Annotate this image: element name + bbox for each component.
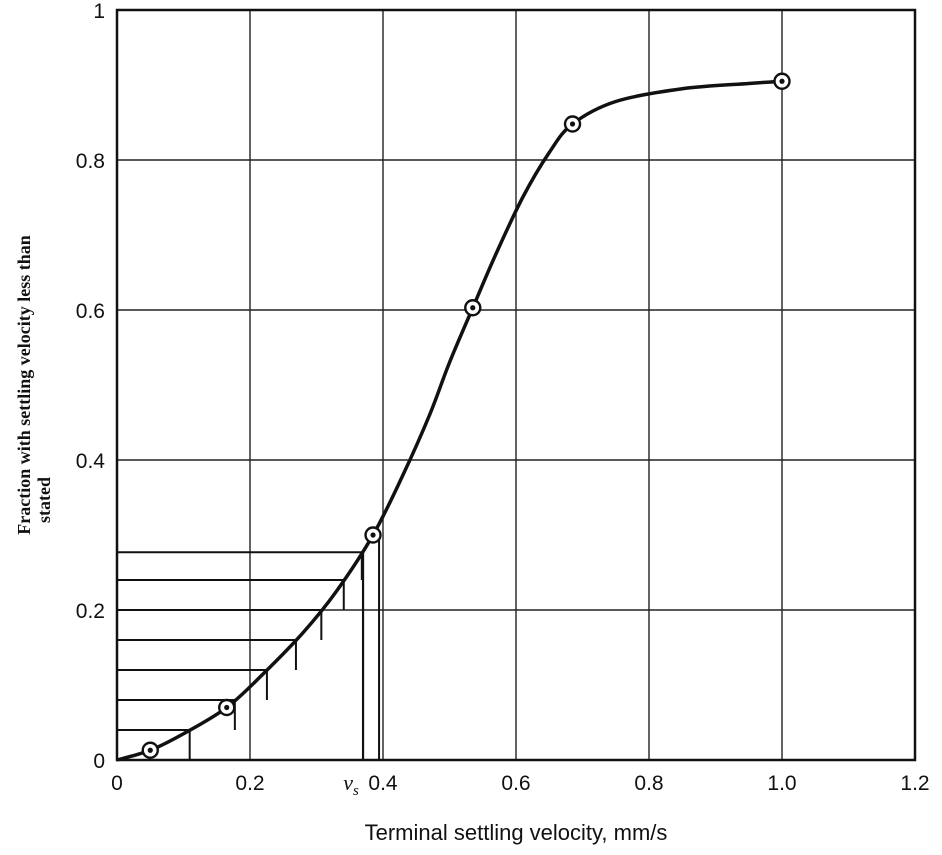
data-point-dot <box>147 747 153 753</box>
vs-label-subscript: s <box>353 783 359 799</box>
x-tick-label: 1.2 <box>900 772 929 795</box>
x-tick-label: 0.8 <box>634 772 663 795</box>
y-tick-label: 0.2 <box>76 600 105 623</box>
x-tick-label: 0.6 <box>501 772 530 795</box>
data-point <box>364 526 382 544</box>
x-tick-label: 1.0 <box>767 772 796 795</box>
vs-marker-lines <box>361 535 381 760</box>
cumulative-curve <box>116 79 783 762</box>
data-point <box>563 115 582 133</box>
data-point-dot <box>470 305 476 311</box>
x-tick-labels: 0 0.2 0.4 0.6 0.8 1.0 1.2 <box>111 772 929 795</box>
data-point <box>141 741 159 759</box>
data-point-dot <box>779 78 785 84</box>
y-tick-label: 0.6 <box>76 300 105 323</box>
y-tick-label: 0.4 <box>76 450 106 473</box>
y-axis-label-line2: stated <box>34 477 54 523</box>
y-tick-label: 0.8 <box>76 150 105 173</box>
data-point <box>464 299 482 317</box>
x-tick-label: 0.2 <box>235 772 264 795</box>
y-tick-label: 0 <box>93 750 105 773</box>
y-tick-label: 1 <box>93 0 105 23</box>
data-point-dot <box>224 704 230 711</box>
x-axis-label: Terminal settling velocity, mm/s <box>365 820 668 845</box>
x-tick-label: 0.4 <box>368 772 398 795</box>
y-axis-label-line1: Fraction with settling velocity less tha… <box>14 235 34 534</box>
x-tick-label: 0 <box>111 772 123 795</box>
data-point-dot <box>370 532 376 538</box>
vs-label-main: v <box>343 770 353 795</box>
data-point-dot <box>569 121 576 127</box>
step-rectangles <box>117 551 363 760</box>
data-points <box>141 72 791 759</box>
plot-frame <box>115 8 917 762</box>
grid-lines <box>117 10 915 760</box>
y-axis-label: Fraction with settling velocity less tha… <box>14 235 54 534</box>
y-tick-labels: 0 0.2 0.4 0.6 0.8 1 <box>76 0 106 773</box>
vs-label: vs <box>343 770 359 799</box>
data-point <box>218 698 236 717</box>
data-point <box>773 72 791 90</box>
